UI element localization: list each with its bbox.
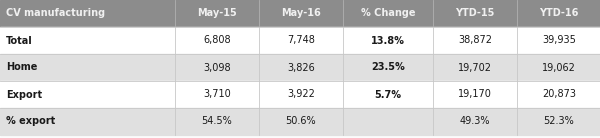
Text: 19,062: 19,062 <box>542 63 576 72</box>
Text: 54.5%: 54.5% <box>202 116 232 127</box>
Text: 20,873: 20,873 <box>542 90 576 99</box>
Text: Export: Export <box>6 90 42 99</box>
Text: 3,826: 3,826 <box>287 63 315 72</box>
Text: 19,170: 19,170 <box>458 90 492 99</box>
Bar <box>0 81 600 108</box>
Text: May-15: May-15 <box>197 9 237 18</box>
Text: CV manufacturing: CV manufacturing <box>6 9 105 18</box>
Text: 19,702: 19,702 <box>458 63 492 72</box>
Text: 3,922: 3,922 <box>287 90 315 99</box>
Bar <box>0 0 600 27</box>
Text: 52.3%: 52.3% <box>544 116 574 127</box>
Bar <box>0 54 600 81</box>
Text: May-16: May-16 <box>281 9 321 18</box>
Text: 6,808: 6,808 <box>203 35 231 46</box>
Text: Home: Home <box>6 63 37 72</box>
Text: 13.8%: 13.8% <box>371 35 405 46</box>
Text: 3,098: 3,098 <box>203 63 231 72</box>
Text: 38,872: 38,872 <box>458 35 492 46</box>
Bar <box>0 108 600 135</box>
Text: YTD-15: YTD-15 <box>455 9 494 18</box>
Text: 50.6%: 50.6% <box>286 116 316 127</box>
Text: 39,935: 39,935 <box>542 35 576 46</box>
Text: Total: Total <box>6 35 33 46</box>
Text: YTD-16: YTD-16 <box>539 9 578 18</box>
Text: 5.7%: 5.7% <box>374 90 401 99</box>
Text: 7,748: 7,748 <box>287 35 315 46</box>
Text: 23.5%: 23.5% <box>371 63 405 72</box>
Text: 49.3%: 49.3% <box>460 116 490 127</box>
Bar <box>0 27 600 54</box>
Text: % Change: % Change <box>361 9 415 18</box>
Text: % export: % export <box>6 116 55 127</box>
Text: 3,710: 3,710 <box>203 90 231 99</box>
